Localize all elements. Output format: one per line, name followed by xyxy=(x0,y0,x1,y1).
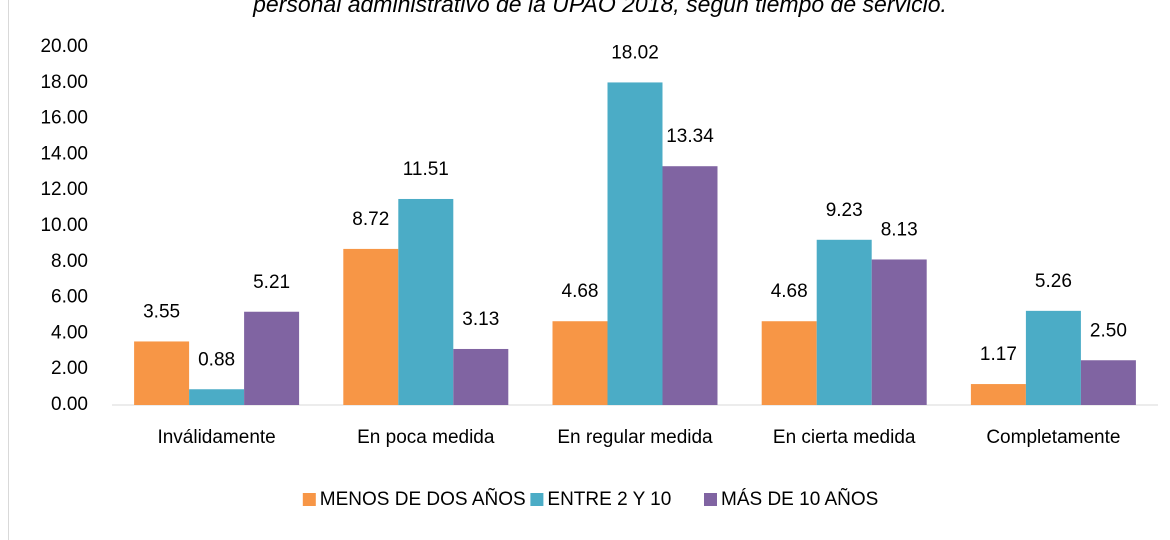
data-label: 3.55 xyxy=(143,301,180,322)
data-label: 5.21 xyxy=(253,272,290,293)
legend-label: MÁS DE 10 AÑOS xyxy=(721,488,878,510)
y-tick-label: 12.00 xyxy=(40,179,88,200)
y-tick-label: 4.00 xyxy=(51,322,88,343)
data-label: 13.34 xyxy=(666,126,714,147)
bar xyxy=(816,239,872,405)
bar xyxy=(189,389,245,405)
y-tick-label: 0.00 xyxy=(51,394,88,415)
y-tick-label: 2.00 xyxy=(51,358,88,379)
data-label: 4.68 xyxy=(562,281,599,302)
x-tick-label: En regular medida xyxy=(557,427,713,448)
y-tick-label: 14.00 xyxy=(40,143,88,164)
bar xyxy=(970,384,1026,405)
data-label: 18.02 xyxy=(611,42,659,63)
bar xyxy=(1080,360,1136,405)
data-label: 5.26 xyxy=(1035,271,1072,292)
data-label: 2.50 xyxy=(1090,320,1127,341)
bar xyxy=(662,166,718,405)
data-label: 8.13 xyxy=(881,219,918,240)
x-tick-label: Inválidamente xyxy=(157,427,275,448)
legend-swatch xyxy=(302,493,316,506)
y-tick-label: 6.00 xyxy=(51,287,88,308)
legend-swatch xyxy=(530,493,544,506)
x-tick-label: En poca medida xyxy=(357,427,495,448)
bar xyxy=(552,321,608,405)
data-label: 1.17 xyxy=(980,344,1017,365)
bar xyxy=(761,321,817,405)
y-tick-label: 8.00 xyxy=(51,251,88,272)
data-label: 4.68 xyxy=(771,281,808,302)
y-tick-label: 20.00 xyxy=(40,36,88,57)
y-tick-label: 16.00 xyxy=(40,108,88,129)
bar xyxy=(398,198,454,405)
data-label: 11.51 xyxy=(403,159,449,180)
legend-swatch xyxy=(704,493,717,506)
bar xyxy=(453,348,509,405)
y-tick-label: 10.00 xyxy=(40,215,88,236)
data-label: 3.13 xyxy=(462,309,499,330)
bar xyxy=(871,259,927,405)
bar xyxy=(343,248,399,405)
data-label: 8.72 xyxy=(352,209,389,230)
x-tick-label: Completamente xyxy=(986,427,1120,448)
legend-label: ENTRE 2 Y 10 xyxy=(547,489,671,510)
y-tick-label: 18.00 xyxy=(40,72,88,93)
bar xyxy=(1025,310,1081,405)
legend-label: MENOS DE DOS AÑOS xyxy=(320,488,526,510)
bar xyxy=(134,341,190,405)
data-label: 9.23 xyxy=(826,200,863,221)
bar xyxy=(244,311,300,405)
bar xyxy=(607,82,663,405)
chart-title: personal administrativo de la UPAO 2018,… xyxy=(252,0,947,17)
x-tick-label: En cierta medida xyxy=(773,427,916,448)
data-label: 0.88 xyxy=(198,349,235,370)
